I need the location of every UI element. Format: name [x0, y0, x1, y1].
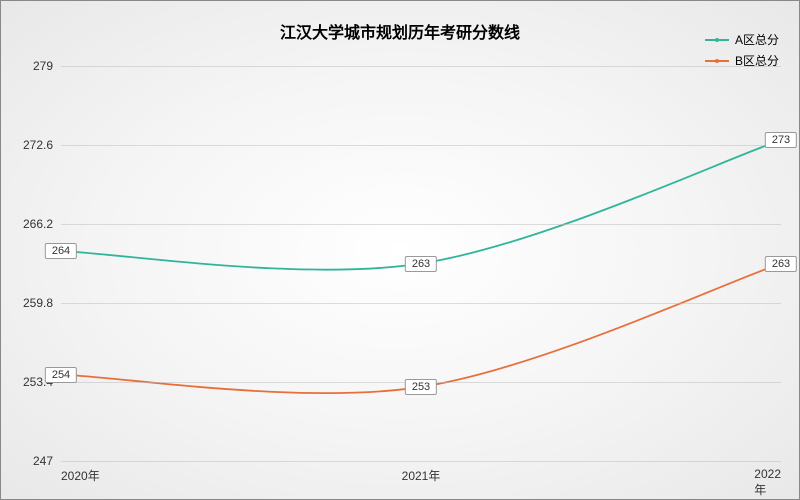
grid-line — [61, 145, 781, 146]
legend-line-b — [705, 60, 729, 62]
series-line — [61, 264, 781, 394]
x-axis-label: 2021年 — [402, 467, 441, 484]
data-label: 263 — [765, 256, 797, 272]
legend-label-a: A区总分 — [735, 31, 779, 48]
grid-line — [61, 66, 781, 67]
data-label: 264 — [45, 243, 77, 259]
y-axis-label: 272.6 — [23, 138, 53, 152]
series-line — [61, 140, 781, 270]
legend-line-a — [705, 39, 729, 41]
y-axis-label: 266.2 — [23, 217, 53, 231]
y-axis-label: 259.8 — [23, 296, 53, 310]
x-axis-label: 2022年 — [754, 467, 781, 498]
grid-line — [61, 224, 781, 225]
data-label: 253 — [405, 379, 437, 395]
data-label: 263 — [405, 256, 437, 272]
data-label: 254 — [45, 367, 77, 383]
x-axis-label: 2020年 — [61, 467, 100, 484]
grid-line — [61, 303, 781, 304]
chart-container: 江汉大学城市规划历年考研分数线 A区总分 B区总分 247253.4259.82… — [0, 0, 800, 500]
data-label: 273 — [765, 132, 797, 148]
chart-title: 江汉大学城市规划历年考研分数线 — [280, 19, 520, 43]
y-axis-label: 247 — [33, 454, 53, 468]
plot-area: 247253.4259.8266.2272.62792020年2021年2022… — [61, 66, 781, 461]
legend-item-a: A区总分 — [705, 31, 779, 48]
grid-line — [61, 461, 781, 462]
y-axis-label: 279 — [33, 59, 53, 73]
